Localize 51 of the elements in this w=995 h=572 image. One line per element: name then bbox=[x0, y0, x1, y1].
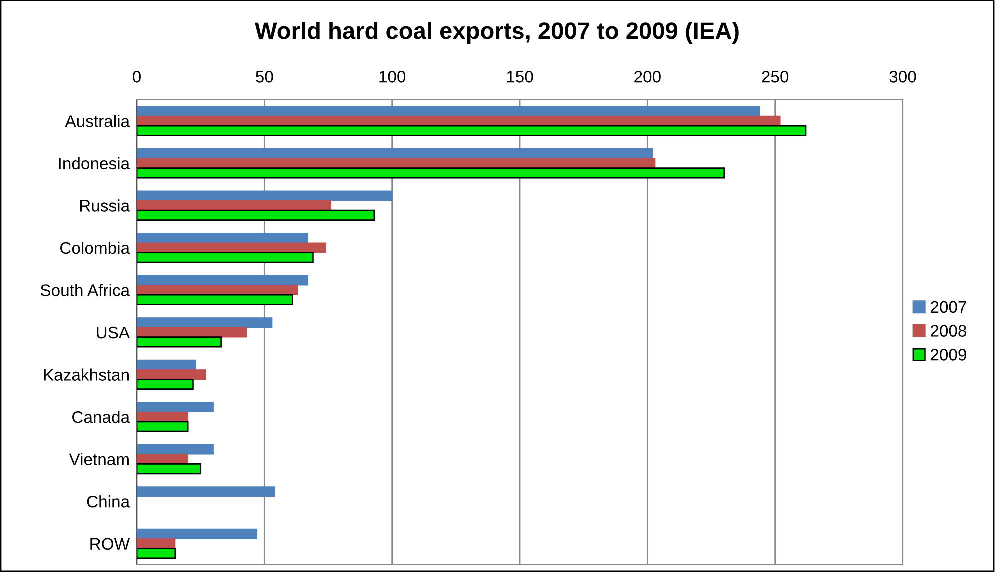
x-tick-label: 0 bbox=[133, 71, 141, 83]
y-tick-label: Australia bbox=[65, 115, 130, 128]
x-tick-label: 100 bbox=[380, 71, 406, 83]
bar bbox=[137, 233, 308, 244]
y-tick-label: Canada bbox=[72, 411, 130, 424]
bar bbox=[137, 275, 308, 286]
y-tick-label: Vietnam bbox=[69, 453, 129, 466]
y-tick-label: Colombia bbox=[60, 242, 130, 254]
bar bbox=[137, 106, 760, 117]
bar bbox=[137, 378, 194, 390]
y-tick-label: Russia bbox=[80, 200, 130, 212]
bar bbox=[137, 486, 276, 498]
bar bbox=[137, 125, 807, 136]
y-tick-label: South Africa bbox=[40, 284, 130, 296]
bar bbox=[137, 252, 314, 264]
bar bbox=[137, 285, 298, 296]
bar bbox=[137, 116, 781, 126]
bar bbox=[137, 463, 202, 475]
bar bbox=[137, 318, 273, 328]
bar bbox=[137, 158, 656, 169]
chart-title: World hard coal exports, 2007 to 2009 (IEA) bbox=[255, 22, 739, 44]
bar bbox=[137, 242, 326, 254]
bar bbox=[137, 336, 222, 348]
y-tick-label: Kazakhstan bbox=[44, 368, 129, 381]
legend-label: 2009 bbox=[931, 349, 966, 361]
bar bbox=[137, 454, 188, 465]
y-tick-label: China bbox=[87, 496, 130, 508]
x-tick-label: 200 bbox=[634, 71, 661, 83]
y-tick-label: USA bbox=[97, 326, 130, 339]
legend-label: 2008 bbox=[931, 325, 967, 337]
bar bbox=[137, 444, 214, 455]
bar bbox=[137, 168, 725, 179]
bar bbox=[137, 148, 654, 159]
bar bbox=[137, 190, 393, 202]
bar bbox=[137, 538, 176, 550]
bar bbox=[137, 360, 196, 370]
bar bbox=[137, 200, 332, 211]
y-tick-label: ROW bbox=[90, 538, 130, 550]
legend-label: 2007 bbox=[931, 301, 966, 314]
x-tick-label: 300 bbox=[890, 71, 916, 83]
bar bbox=[137, 294, 294, 306]
bar bbox=[137, 402, 214, 413]
x-tick-label: 150 bbox=[507, 71, 534, 83]
x-tick-label: 250 bbox=[762, 71, 789, 83]
bar bbox=[137, 370, 206, 380]
bar bbox=[137, 421, 189, 432]
bar bbox=[137, 210, 376, 221]
x-tick-label: 50 bbox=[256, 71, 274, 83]
bar bbox=[137, 528, 258, 540]
y-tick-label: Indonesia bbox=[59, 157, 130, 170]
bar bbox=[137, 548, 176, 560]
